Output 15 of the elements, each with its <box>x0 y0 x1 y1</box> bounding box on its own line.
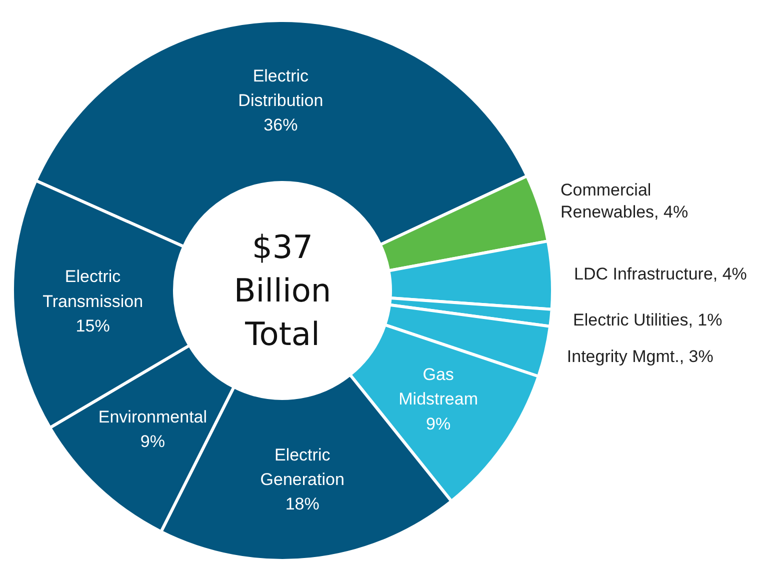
data-label: 9% <box>140 432 165 452</box>
slice-label: Electric Distribution <box>238 66 324 110</box>
data-label: 9% <box>426 414 451 434</box>
slice-label: Electric Generation <box>260 445 344 489</box>
slice-label: LDC Infrastructure, 4% <box>574 264 747 284</box>
slice-label: Electric Utilities, 1% <box>572 310 722 330</box>
slice-label: Commercial Renewables, 4% <box>560 180 688 222</box>
text: $37 Billion Total <box>234 228 332 354</box>
data-label: 18% <box>285 494 320 514</box>
slice-label: Electric Transmission <box>42 267 144 311</box>
slice-label: Gas Midstream <box>398 365 478 409</box>
data-label: 36% <box>264 116 298 135</box>
data-label: 15% <box>76 316 110 336</box>
slice-label: Integrity Mgmt., 3% <box>566 347 714 366</box>
slice-label: Environmental <box>98 407 208 426</box>
